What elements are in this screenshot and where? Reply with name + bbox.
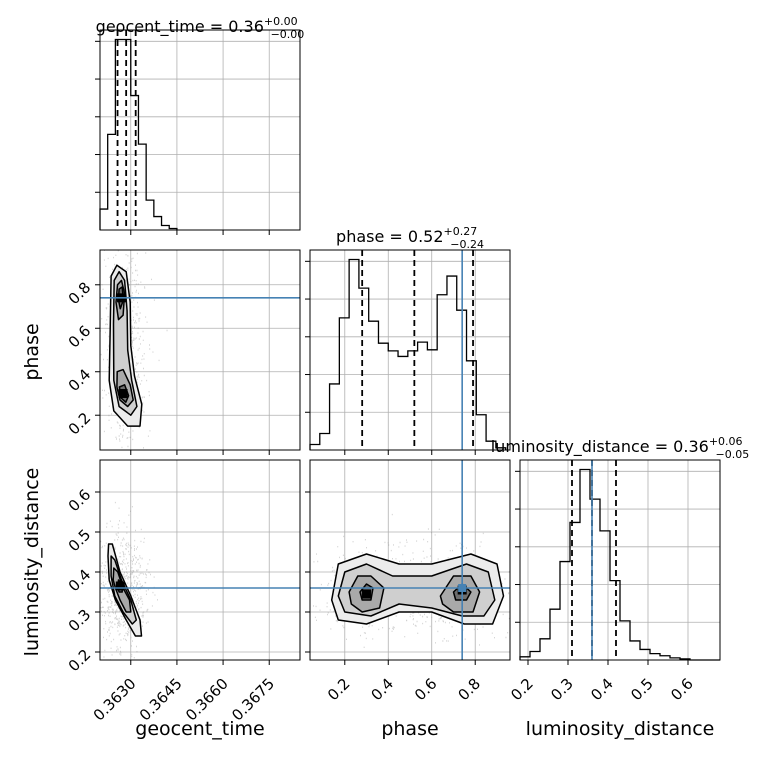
- x-tick-label-phase: 0.8: [454, 675, 484, 705]
- x-tick-label-geocent_time: 0.3630: [90, 675, 140, 725]
- panel-frame: [99, 29, 301, 231]
- panel-background: [520, 460, 720, 660]
- panel-content: [100, 250, 168, 450]
- histogram-step: [519, 468, 720, 661]
- histogram-geocent-time: [95, 29, 301, 235]
- panel-content: [100, 501, 158, 660]
- histogram-luminosity-distance: 0.2 0.3 0.4 0.5 0.6: [507, 459, 721, 705]
- y-tick-label-phase: 0.8: [65, 278, 95, 308]
- y-tick-label-luminosity_distance: 0.5: [65, 526, 95, 556]
- x-tick-label-geocent_time: 0.3660: [182, 675, 232, 725]
- x-tick-label-luminosity_distance: 0.4: [587, 675, 617, 705]
- x-axis-label-phase: phase: [381, 718, 438, 740]
- x-axis-label-geocent-time: geocent_time: [135, 718, 264, 740]
- y-tick-label-luminosity_distance: 0.3: [65, 606, 95, 636]
- y-tick-label-phase: 0.4: [65, 365, 95, 395]
- y-tick-label-luminosity_distance: 0.4: [65, 566, 95, 596]
- density-peak: [115, 581, 125, 591]
- y-tick-label-phase: 0.6: [65, 322, 95, 352]
- panel-frame: [99, 249, 301, 451]
- x-axis-label-luminosity-distance: luminosity_distance: [526, 718, 715, 740]
- density-peak: [362, 589, 372, 599]
- x-tick-label-geocent_time: 0.3675: [228, 675, 278, 725]
- panel-frame: [309, 459, 511, 661]
- x-tick-label-phase: 0.2: [324, 675, 354, 705]
- histogram-step: [309, 258, 507, 450]
- histogram-phase: [305, 249, 511, 455]
- y-tick-label-phase: 0.2: [65, 409, 95, 439]
- x-tick-label-luminosity_distance: 0.6: [667, 675, 697, 705]
- panel-content: [310, 513, 510, 660]
- y-axis-label-luminosity-distance: luminosity_distance: [21, 468, 43, 657]
- panel-frame: [99, 459, 301, 661]
- panel-background: [100, 30, 300, 230]
- x-tick-label-geocent_time: 0.3645: [136, 675, 186, 725]
- y-tick-label-luminosity_distance: 0.6: [65, 486, 95, 516]
- x-tick-label-luminosity_distance: 0.5: [627, 675, 657, 705]
- density-geocent-time-vs-phase: 0.2 0.4 0.6 0.8: [65, 249, 301, 455]
- title-phase: phase = 0.52+0.27 −0.24: [336, 225, 484, 251]
- y-axis-label-phase: phase: [21, 323, 43, 380]
- panel-frame: [309, 249, 511, 451]
- x-tick-label-phase: 0.6: [411, 675, 441, 705]
- density-peak: [118, 388, 128, 398]
- truth-marker: [458, 584, 467, 592]
- panel-frame: [519, 459, 721, 661]
- y-tick-label-luminosity_distance: 0.2: [65, 646, 95, 676]
- panel-background: [310, 250, 510, 450]
- x-tick-label-phase: 0.4: [367, 675, 397, 705]
- title-luminosity-distance: luminosity_distance = 0.36+0.06 −0.05: [491, 435, 750, 461]
- x-tick-label-luminosity_distance: 0.3: [547, 675, 577, 705]
- histogram-step: [99, 38, 178, 230]
- x-tick-label-luminosity_distance: 0.2: [507, 675, 537, 705]
- title-geocent-time: geocent_time = 0.36+0.00 −0.00: [96, 15, 305, 41]
